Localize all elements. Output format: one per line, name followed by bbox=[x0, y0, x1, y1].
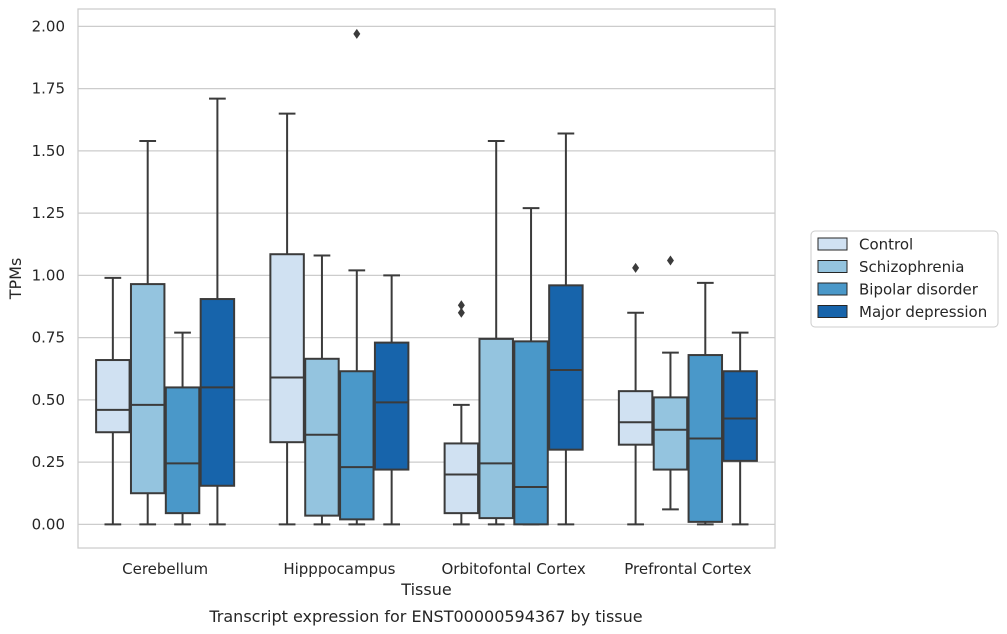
plot-frame bbox=[77, 8, 776, 549]
box-2-1 bbox=[339, 28, 375, 526]
outlier-point bbox=[666, 255, 674, 266]
x-tick-label: Hipppocampus bbox=[283, 560, 395, 578]
box-3-3 bbox=[722, 331, 758, 526]
box-1-2 bbox=[478, 139, 514, 526]
legend-frame bbox=[810, 230, 999, 328]
legend: Control Schizophrenia Bipolar disorder Majo… bbox=[810, 230, 999, 328]
box-body bbox=[164, 386, 201, 515]
box-body bbox=[513, 340, 549, 526]
y-tick-label: 1.75 bbox=[32, 80, 65, 98]
x-tick-label: Prefrontal Cortex bbox=[624, 560, 751, 578]
y-tick-label: 0.00 bbox=[32, 515, 65, 533]
box-0-1 bbox=[269, 112, 305, 526]
box-body bbox=[339, 370, 375, 521]
box-plots bbox=[95, 28, 758, 526]
box-0-0 bbox=[95, 276, 131, 526]
y-tick-labels: 0.00 0.25 0.50 0.75 1.00 1.25 1.50 1.75 2.00 bbox=[32, 17, 65, 533]
box-body bbox=[478, 337, 514, 520]
box-body bbox=[269, 253, 305, 444]
x-tick-labels: Cerebellum Hipppocampus Orbitofontal Corte… bbox=[122, 560, 751, 578]
x-tick-label: Cerebellum bbox=[122, 560, 208, 578]
legend-label: Schizophrenia bbox=[859, 258, 964, 276]
box-body bbox=[304, 357, 340, 517]
box-body bbox=[722, 370, 758, 462]
legend-label: Major depression bbox=[859, 303, 987, 321]
box-1-3 bbox=[652, 255, 689, 511]
x-axis-title: Tissue bbox=[400, 580, 451, 599]
outlier-point bbox=[457, 307, 465, 318]
box-body bbox=[652, 396, 689, 471]
legend-item: Bipolar disorder bbox=[817, 281, 979, 299]
chart-title: Transcript expression for ENST0000059436… bbox=[208, 607, 642, 626]
legend-swatch bbox=[817, 237, 848, 251]
box-0-2 bbox=[443, 300, 480, 526]
box-3-1 bbox=[373, 274, 410, 526]
box-body bbox=[199, 298, 236, 487]
box-1-1 bbox=[304, 254, 340, 526]
legend-swatch bbox=[817, 260, 848, 273]
box-2-0 bbox=[164, 331, 201, 526]
box-body bbox=[129, 283, 166, 495]
box-2-3 bbox=[687, 281, 724, 526]
y-tick-label: 1.50 bbox=[32, 142, 65, 160]
box-body bbox=[548, 284, 584, 451]
legend-item: Control bbox=[817, 236, 913, 254]
box-3-2 bbox=[548, 132, 584, 526]
outlier-point bbox=[457, 300, 465, 311]
y-tick-label: 0.50 bbox=[32, 391, 65, 409]
outlier-point bbox=[632, 262, 640, 273]
legend-item: Major depression bbox=[817, 303, 987, 321]
y-tick-label: 1.25 bbox=[32, 204, 65, 222]
legend-item: Schizophrenia bbox=[817, 258, 964, 276]
box-3-0 bbox=[199, 97, 236, 526]
outlier-point bbox=[353, 28, 361, 39]
legend-swatch bbox=[817, 282, 848, 296]
legend-label: Bipolar disorder bbox=[859, 281, 979, 299]
x-tick-label: Orbitofontal Cortex bbox=[442, 560, 586, 578]
box-0-3 bbox=[617, 262, 654, 526]
y-tick-label: 0.75 bbox=[32, 329, 65, 347]
box-body bbox=[373, 341, 410, 471]
box-body bbox=[443, 442, 480, 515]
y-tick-label: 1.00 bbox=[32, 266, 65, 284]
legend-swatch bbox=[817, 305, 848, 318]
box-body bbox=[95, 359, 131, 434]
y-tick-label: 2.00 bbox=[32, 17, 65, 35]
box-2-2 bbox=[513, 207, 549, 526]
box-1-0 bbox=[129, 139, 166, 526]
y-tick-label: 0.25 bbox=[32, 453, 65, 471]
y-axis-title: TPMs bbox=[6, 258, 25, 301]
box-body bbox=[617, 390, 654, 446]
legend-label: Control bbox=[859, 236, 913, 254]
